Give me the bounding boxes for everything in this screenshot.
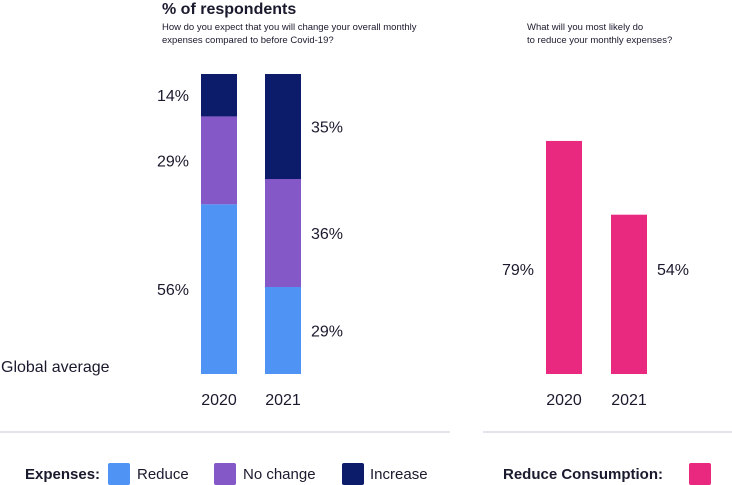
right-chart-subtitle-line-1: What will you most likely do	[527, 22, 643, 33]
right-chart-subtitle-line-2: to reduce your monthly expenses?	[527, 35, 672, 46]
legend-expenses-label: Expenses:	[25, 466, 100, 483]
x-tick-label-right-2020: 2020	[546, 392, 582, 409]
data-label-2020-reduce-consumption: 79%	[502, 262, 534, 279]
bar-2020-reduce	[201, 204, 237, 374]
data-label-2021-no-change: 36%	[311, 226, 343, 243]
data-label-2021-reduce-consumption: 54%	[657, 262, 689, 279]
data-label-2021-increase: 35%	[311, 120, 343, 137]
bar-2020-reduce-consumption	[546, 140, 582, 374]
left-chart-subtitle-line-2: expenses compared to before Covid-19?	[162, 35, 334, 46]
row-label: Global average	[1, 359, 110, 376]
legend-item-increase: Increase	[370, 466, 428, 483]
data-label-2020-no-change: 29%	[157, 153, 189, 170]
bar-2021-reduce	[265, 287, 301, 374]
data-label-2020-reduce: 56%	[157, 282, 189, 299]
legend-item-no-change: No change	[243, 466, 316, 483]
left-chart-subtitle-line-1: How do you expect that you will change y…	[162, 22, 417, 33]
legend-item-reduce: Reduce	[137, 466, 189, 483]
legend-swatch-reduce-consumption	[689, 463, 711, 485]
legend-swatch-no-change	[214, 463, 236, 485]
legend: Expenses: Reduce No change Increase Redu…	[25, 463, 711, 485]
legend-consumption-label: Reduce Consumption:	[503, 466, 663, 483]
legend-swatch-increase	[342, 463, 364, 485]
bar-2021-reduce-consumption	[611, 214, 647, 374]
legend-swatch-reduce	[108, 463, 130, 485]
bar-2020-no-change	[201, 116, 237, 205]
bars-group: 56% 29% 14% 2020 29% 36% 35% 2021 79% 2020 54% 2021	[157, 74, 689, 409]
chart-title: % of respondents	[162, 1, 296, 18]
x-tick-label-right-2021: 2021	[611, 392, 647, 409]
data-label-2020-increase: 14%	[157, 88, 189, 105]
data-label-2021-reduce: 29%	[311, 324, 343, 341]
x-tick-label-2021: 2021	[265, 392, 301, 409]
bar-2021-increase	[265, 74, 301, 179]
bar-2021-no-change	[265, 179, 301, 287]
x-tick-label-2020: 2020	[201, 392, 237, 409]
bar-2020-increase	[201, 74, 237, 117]
